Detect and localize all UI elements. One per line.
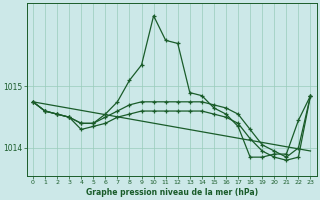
- X-axis label: Graphe pression niveau de la mer (hPa): Graphe pression niveau de la mer (hPa): [86, 188, 258, 197]
